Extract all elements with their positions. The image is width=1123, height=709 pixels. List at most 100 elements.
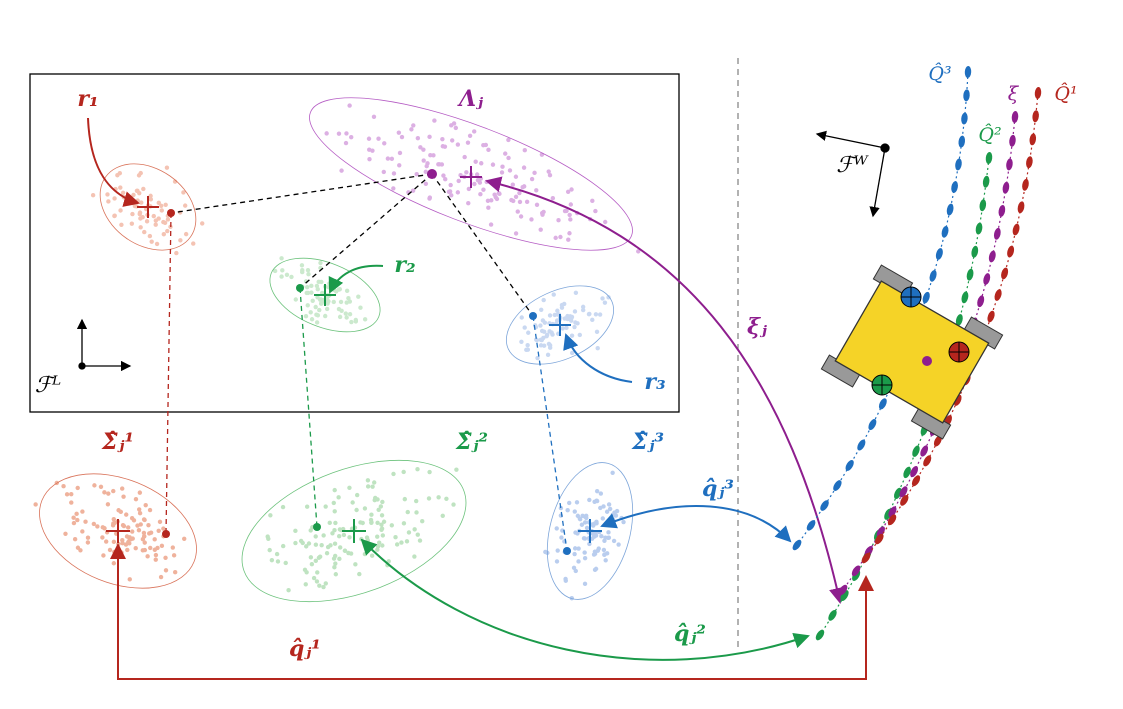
point bbox=[582, 536, 588, 541]
point bbox=[308, 310, 313, 315]
point bbox=[399, 540, 404, 545]
point bbox=[323, 313, 328, 319]
point bbox=[595, 346, 600, 351]
point bbox=[326, 299, 331, 304]
pose-marker bbox=[806, 520, 816, 531]
point bbox=[120, 537, 125, 543]
pose-marker bbox=[899, 486, 908, 498]
point bbox=[556, 218, 561, 223]
point bbox=[420, 518, 425, 524]
point bbox=[136, 528, 142, 533]
point bbox=[142, 229, 147, 235]
arrow bbox=[87, 117, 140, 207]
point bbox=[415, 467, 420, 472]
point bbox=[431, 153, 436, 158]
pose-marker bbox=[993, 227, 1001, 240]
point bbox=[313, 304, 318, 310]
point bbox=[568, 202, 574, 207]
cross bbox=[314, 284, 336, 306]
point bbox=[174, 250, 179, 256]
point bbox=[331, 299, 336, 305]
label: q̂ⱼ³ bbox=[702, 476, 734, 502]
point bbox=[331, 500, 336, 506]
point bbox=[475, 177, 481, 183]
point bbox=[331, 556, 337, 561]
point bbox=[370, 484, 375, 489]
point bbox=[120, 190, 126, 195]
point bbox=[336, 534, 342, 539]
point bbox=[412, 554, 417, 559]
point bbox=[466, 186, 472, 192]
associations bbox=[165, 173, 568, 552]
point bbox=[141, 530, 147, 536]
pose-marker bbox=[833, 480, 842, 491]
point bbox=[111, 539, 117, 545]
point bbox=[513, 194, 519, 200]
pose-marker bbox=[1006, 158, 1013, 171]
point bbox=[572, 551, 577, 557]
pose-marker bbox=[951, 181, 958, 193]
point bbox=[401, 521, 407, 526]
point bbox=[606, 530, 611, 535]
point bbox=[303, 582, 308, 587]
point bbox=[353, 562, 358, 567]
point bbox=[158, 574, 164, 580]
pose-marker bbox=[982, 175, 990, 188]
point bbox=[566, 237, 571, 242]
point bbox=[472, 129, 477, 134]
point bbox=[576, 546, 581, 551]
point bbox=[362, 506, 368, 511]
point bbox=[466, 200, 471, 206]
point bbox=[148, 545, 153, 551]
point bbox=[347, 311, 353, 317]
point bbox=[305, 303, 310, 308]
arrow bbox=[563, 333, 633, 383]
point bbox=[610, 470, 615, 476]
point bbox=[368, 517, 374, 523]
point bbox=[500, 164, 505, 169]
point bbox=[127, 577, 132, 582]
point bbox=[134, 188, 140, 193]
point bbox=[394, 542, 400, 547]
point bbox=[367, 156, 372, 162]
point bbox=[309, 561, 315, 567]
point bbox=[162, 220, 168, 226]
pose-marker bbox=[977, 295, 985, 308]
point bbox=[375, 534, 380, 539]
point bbox=[506, 155, 511, 161]
point bbox=[529, 312, 537, 320]
pose-marker bbox=[961, 112, 968, 125]
point bbox=[143, 502, 148, 508]
point bbox=[522, 148, 528, 153]
point bbox=[266, 536, 271, 541]
point bbox=[423, 169, 428, 175]
point bbox=[497, 191, 502, 197]
point bbox=[375, 520, 380, 526]
point bbox=[306, 272, 311, 277]
pose-marker bbox=[868, 419, 877, 431]
point bbox=[336, 287, 342, 292]
point bbox=[182, 203, 188, 208]
point bbox=[369, 512, 374, 517]
point bbox=[314, 320, 320, 325]
pose-marker bbox=[845, 459, 854, 471]
point bbox=[414, 171, 419, 177]
point bbox=[317, 297, 323, 302]
arrow bbox=[485, 176, 845, 604]
pose-marker bbox=[910, 465, 919, 478]
point bbox=[283, 560, 288, 566]
point bbox=[440, 136, 445, 142]
point bbox=[102, 490, 107, 495]
point bbox=[567, 231, 572, 236]
point bbox=[130, 211, 135, 217]
point bbox=[350, 500, 355, 505]
point bbox=[584, 515, 589, 521]
point bbox=[141, 186, 146, 192]
cross bbox=[106, 519, 130, 543]
point bbox=[148, 530, 154, 535]
point bbox=[562, 208, 568, 214]
point bbox=[303, 314, 309, 319]
point bbox=[332, 565, 337, 570]
label: q̂ⱼ¹ bbox=[289, 636, 321, 662]
point bbox=[106, 199, 111, 204]
